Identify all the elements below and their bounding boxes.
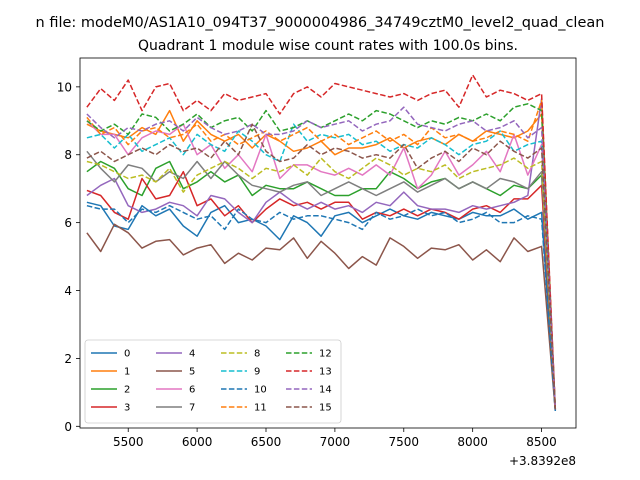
x-tick-label: 8500: [526, 435, 557, 449]
series-line-0: [86, 201, 557, 412]
series-line-3: [86, 170, 557, 410]
figure-suptitle: n file: modeM0/AS1A10_094T37_9000004986_…: [36, 15, 605, 31]
legend-label-2: 2: [124, 385, 130, 396]
y-tick-label: 10: [57, 80, 72, 94]
y-tick-label: 6: [64, 216, 72, 230]
legend-label-6: 6: [189, 385, 195, 396]
series-line-10: [86, 204, 557, 412]
x-tick-label: 6000: [182, 435, 213, 449]
legend-label-15: 15: [319, 403, 332, 414]
legend-label-5: 5: [189, 367, 195, 378]
legend-label-14: 14: [319, 385, 332, 396]
y-tick-label: 4: [64, 284, 72, 298]
x-tick-label: 6500: [251, 435, 282, 449]
legend-label-12: 12: [319, 349, 332, 360]
legend-label-1: 1: [124, 367, 130, 378]
y-tick-label: 0: [64, 420, 72, 434]
series-line-11: [86, 99, 557, 410]
x-offset-label: +3.8392e8: [509, 454, 576, 468]
legend-label-0: 0: [124, 349, 130, 360]
series-line-13: [86, 74, 557, 410]
series-line-9: [86, 123, 557, 410]
y-axis: 0 2 4 6 8 10: [57, 80, 80, 434]
legend-label-9: 9: [254, 367, 260, 378]
legend-label-3: 3: [124, 403, 130, 414]
series-layer: [86, 74, 557, 412]
legend-label-4: 4: [189, 349, 195, 360]
chart-title: Quadrant 1 module wise count rates with …: [138, 38, 518, 54]
series-line-6: [86, 120, 557, 410]
y-tick-label: 2: [64, 352, 72, 366]
legend-label-11: 11: [254, 403, 267, 414]
legend-label-7: 7: [189, 403, 195, 414]
series-line-4: [86, 97, 557, 410]
series-line-14: [86, 106, 557, 410]
x-axis: 5500 6000 6500 7000 7500 8000 8500: [113, 428, 557, 449]
series-line-15: [86, 123, 557, 410]
plot-frame: [79, 57, 577, 429]
x-tick-label: 7000: [320, 435, 351, 449]
legend-label-13: 13: [319, 367, 332, 378]
x-tick-label: 7500: [389, 435, 420, 449]
series-line-7: [86, 150, 557, 410]
legend-label-8: 8: [254, 349, 260, 360]
legend-box: [84, 339, 342, 424]
x-tick-label: 8000: [457, 435, 488, 449]
series-line-5: [86, 223, 557, 412]
legend-label-10: 10: [254, 385, 267, 396]
series-line-8: [86, 157, 557, 410]
x-tick-label: 5500: [113, 435, 144, 449]
y-tick-label: 8: [64, 148, 72, 162]
